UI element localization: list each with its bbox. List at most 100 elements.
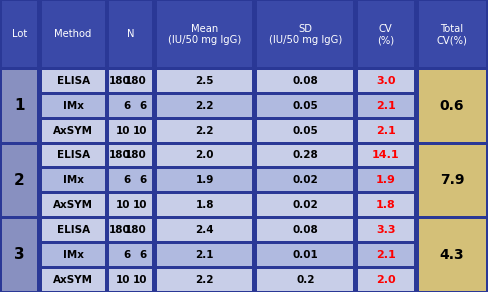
Text: 2.1: 2.1 <box>376 101 396 111</box>
Bar <box>257 145 353 166</box>
Bar <box>41 1 104 67</box>
Text: SD
(IU/50 mg IgG): SD (IU/50 mg IgG) <box>269 24 342 45</box>
Bar <box>41 70 104 92</box>
Text: 6: 6 <box>123 250 131 260</box>
Bar <box>2 219 37 291</box>
Text: ELISA: ELISA <box>57 76 90 86</box>
Bar <box>109 1 152 67</box>
Bar <box>157 244 252 266</box>
Text: CV
(%): CV (%) <box>377 24 394 45</box>
Text: IMx: IMx <box>62 175 83 185</box>
Bar <box>109 219 152 241</box>
Bar <box>358 95 414 117</box>
Bar <box>358 120 414 142</box>
Text: 180: 180 <box>109 76 131 86</box>
Text: Total
CV(%): Total CV(%) <box>437 24 468 45</box>
Text: 0.2: 0.2 <box>296 274 315 285</box>
Text: 10: 10 <box>132 200 147 210</box>
Bar <box>41 120 104 142</box>
Text: 1.8: 1.8 <box>376 200 396 210</box>
Text: 0.28: 0.28 <box>292 150 318 161</box>
Text: 1.9: 1.9 <box>195 175 214 185</box>
Bar <box>358 169 414 191</box>
Bar <box>41 269 104 291</box>
Bar <box>358 1 414 67</box>
Text: N: N <box>127 29 134 39</box>
Text: 2.0: 2.0 <box>195 150 214 161</box>
Bar <box>109 194 152 216</box>
Bar <box>109 120 152 142</box>
Text: 7.9: 7.9 <box>440 173 464 187</box>
Text: Mean
(IU/50 mg IgG): Mean (IU/50 mg IgG) <box>168 24 241 45</box>
Text: 2.1: 2.1 <box>376 126 396 136</box>
Text: 2.0: 2.0 <box>376 274 396 285</box>
Text: 0.02: 0.02 <box>292 200 318 210</box>
Text: IMx: IMx <box>62 250 83 260</box>
Bar <box>419 1 486 67</box>
Bar <box>257 70 353 92</box>
Bar <box>157 194 252 216</box>
Text: 0.08: 0.08 <box>292 225 318 235</box>
Bar <box>157 70 252 92</box>
Text: 10: 10 <box>116 274 131 285</box>
Bar <box>157 120 252 142</box>
Bar <box>157 1 252 67</box>
Bar <box>257 269 353 291</box>
Bar <box>2 1 37 67</box>
Text: 6: 6 <box>123 101 131 111</box>
Bar <box>257 95 353 117</box>
Text: 180: 180 <box>125 76 147 86</box>
Text: 2.2: 2.2 <box>195 126 214 136</box>
Text: 1.9: 1.9 <box>376 175 396 185</box>
Text: ELISA: ELISA <box>57 225 90 235</box>
Bar <box>0 0 488 69</box>
Text: 2.2: 2.2 <box>195 101 214 111</box>
Bar <box>157 145 252 166</box>
Bar <box>257 120 353 142</box>
Bar <box>358 70 414 92</box>
Text: 10: 10 <box>132 126 147 136</box>
Text: Method: Method <box>54 29 92 39</box>
Bar <box>157 169 252 191</box>
Text: 6: 6 <box>140 175 147 185</box>
Bar <box>109 145 152 166</box>
Bar <box>257 244 353 266</box>
Text: AxSYM: AxSYM <box>53 274 93 285</box>
Bar <box>109 169 152 191</box>
Bar <box>2 70 37 142</box>
Text: 14.1: 14.1 <box>372 150 400 161</box>
Bar <box>358 219 414 241</box>
Text: 10: 10 <box>116 200 131 210</box>
Text: 3.0: 3.0 <box>376 76 396 86</box>
Bar <box>257 1 353 67</box>
Text: 1: 1 <box>14 98 25 113</box>
Bar <box>419 70 486 142</box>
Text: 3: 3 <box>14 247 25 262</box>
Bar <box>2 145 37 216</box>
Text: 1.8: 1.8 <box>195 200 214 210</box>
Text: 4.3: 4.3 <box>440 248 465 262</box>
Bar <box>109 269 152 291</box>
Bar <box>109 95 152 117</box>
Text: 0.01: 0.01 <box>292 250 318 260</box>
Bar <box>358 194 414 216</box>
Bar <box>358 145 414 166</box>
Bar <box>257 169 353 191</box>
Text: 10: 10 <box>116 126 131 136</box>
Text: 2.1: 2.1 <box>195 250 214 260</box>
Bar <box>157 219 252 241</box>
Text: 3.3: 3.3 <box>376 225 396 235</box>
Text: 2.5: 2.5 <box>195 76 214 86</box>
Bar <box>109 70 152 92</box>
Text: 2: 2 <box>14 173 25 188</box>
Text: Lot: Lot <box>12 29 27 39</box>
Text: 0.02: 0.02 <box>292 175 318 185</box>
Text: 10: 10 <box>132 274 147 285</box>
Bar <box>157 95 252 117</box>
Bar <box>257 194 353 216</box>
Text: ELISA: ELISA <box>57 150 90 161</box>
Bar <box>419 145 486 216</box>
Bar <box>41 244 104 266</box>
Bar <box>41 219 104 241</box>
Text: AxSYM: AxSYM <box>53 200 93 210</box>
